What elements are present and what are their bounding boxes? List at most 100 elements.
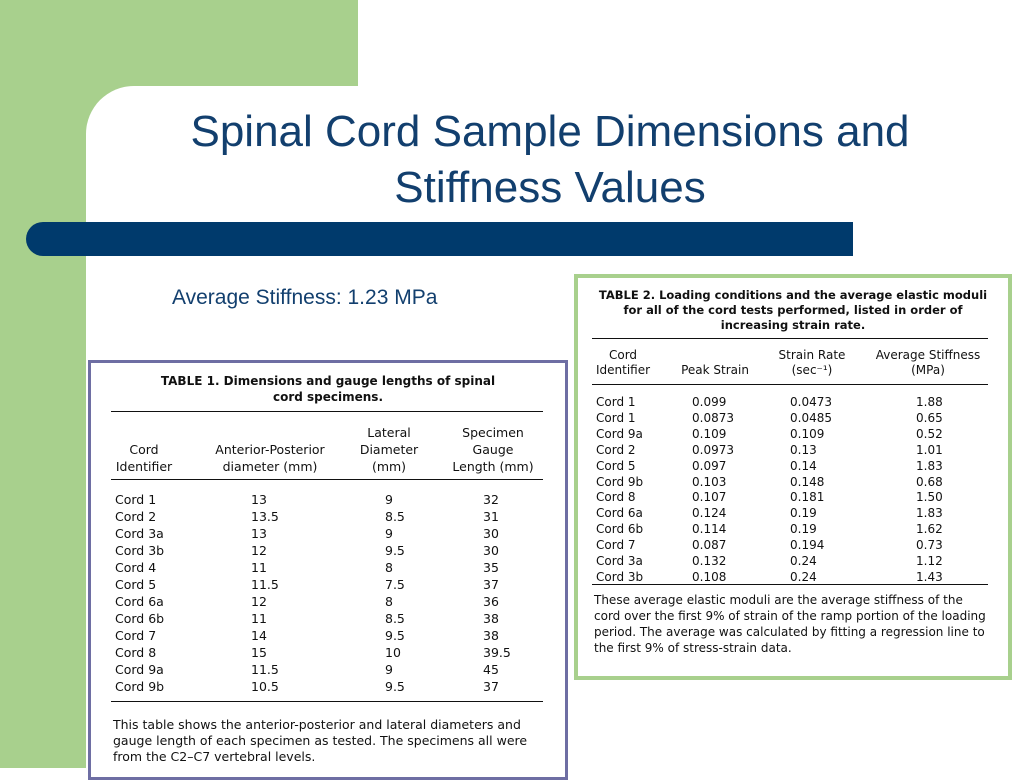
table-2-cell-strain-rate: 0.0473 [790, 395, 832, 409]
table-2-caption-line-3: increasing strain rate. [720, 318, 866, 332]
table-1-cell-gauge-length: 36 [483, 594, 499, 609]
table-2-cell-cord: Cord 9a [596, 426, 643, 441]
table-2-cell-strain-rate: 0.19 [790, 506, 817, 521]
table-2-cell-cord: Cord 5 [596, 458, 636, 473]
table-1-cell-cord: Cord 9a [115, 662, 164, 677]
table-1-cell-gauge-length: 30 [483, 543, 499, 558]
table-2-cell-cord: Cord 6b [596, 522, 644, 537]
table-2-cell-peak-strain: 0.0873 [692, 410, 734, 425]
table-2-cell-strain-rate: 0.14 [790, 458, 817, 473]
table-2-cell-strain-rate: 0.13 [790, 442, 817, 457]
table-1-cell-gauge-length: 45 [483, 662, 499, 677]
table-1-header-cord-line-1: Cord [129, 442, 159, 457]
table-1-cell-ap-diameter: 11.5 [251, 577, 279, 592]
table-1-cell-cord: Cord 3a [115, 526, 164, 541]
table-2-cell-peak-strain: 0.087 [692, 538, 727, 553]
table-2-cell-strain-rate: 0.194 [790, 538, 825, 553]
table-2-cell-average-stiffness: 1.88 [916, 395, 943, 409]
table-1-header-gauge-line-3: Length (mm) [452, 459, 534, 474]
table-1-cell-gauge-length: 38 [483, 628, 499, 643]
table-1-cell-cord: Cord 6b [115, 611, 165, 626]
table-2-cell-peak-strain: 0.114 [692, 522, 727, 537]
table-1-cell-cord: Cord 2 [115, 509, 157, 524]
table-2-header-peak-strain: Peak Strain [670, 348, 760, 378]
table-1-cell-cord: Cord 1 [115, 492, 157, 507]
table-1-cell-ap-diameter: 15 [251, 645, 267, 660]
table-2-figure: TABLE 2. Loading conditions and the aver… [574, 274, 1012, 680]
table-2-footnote: These average elastic moduli are the ave… [594, 593, 986, 655]
slide-title-line-2: Stiffness Values [394, 163, 706, 212]
table-2-cell-peak-strain: 0.124 [692, 506, 727, 521]
table-1-bottom-rule [111, 701, 543, 702]
table-1-header-lat-line-2: Diameter [359, 442, 419, 457]
table-2-header-rate-line-1: Strain Rate [778, 348, 846, 362]
table-2-header-stiff-line-1: Average Stiffness [875, 348, 981, 362]
table-2-cell-average-stiffness: 1.83 [916, 458, 943, 473]
table-1-header-lateral-diameter: Lateral Diameter (mm) [349, 424, 429, 475]
decorative-green-strip [0, 0, 86, 768]
table-1-cell-ap-diameter: 12 [251, 543, 267, 558]
table-1-cell-ap-diameter: 10.5 [251, 679, 279, 694]
table-2-header-peak-line-1 [670, 348, 760, 363]
table-2-cell-cord: Cord 1 [596, 410, 636, 425]
table-1-caption-line-1: TABLE 1. Dimensions and gauge lengths of… [160, 374, 496, 388]
table-1-cell-lateral-diameter: 8.5 [385, 611, 405, 626]
slide-title-line-1: Spinal Cord Sample Dimensions and [190, 107, 910, 156]
table-1-header-cord-line-2: Identifier [115, 459, 173, 474]
table-1-cell-gauge-length: 37 [483, 577, 499, 592]
table-2-cell-peak-strain: 0.099 [692, 395, 727, 409]
table-1-cell-lateral-diameter: 8 [385, 594, 393, 609]
table-2-cell-cord: Cord 9b [596, 474, 644, 489]
table-1-cell-lateral-diameter: 7.5 [385, 577, 405, 592]
table-2-cell-peak-strain: 0.097 [692, 458, 727, 473]
table-1-figure: TABLE 1. Dimensions and gauge lengths of… [88, 360, 568, 780]
table-2-cell-cord: Cord 2 [596, 442, 636, 457]
table-1-cell-ap-diameter: 11 [251, 611, 267, 626]
table-1-header-ap-line-1: Anterior-Posterior [215, 442, 325, 457]
table-1-header-gauge-line-2: Gauge [472, 442, 514, 457]
table-2-cell-average-stiffness: 1.12 [916, 554, 943, 568]
table-1-cell-cord: Cord 4 [115, 560, 157, 575]
table-2-cell-strain-rate: 0.24 [790, 554, 817, 568]
table-2-cell-average-stiffness: 0.73 [916, 538, 943, 553]
table-1-cell-cord: Cord 6a [115, 594, 164, 609]
table-2-header-rate-line-2: (sec⁻¹) [791, 363, 833, 377]
table-2-cell-strain-rate: 0.0485 [790, 410, 832, 425]
table-1-cell-gauge-length: 32 [483, 492, 499, 507]
title-divider-bar [26, 222, 853, 256]
table-1-cell-gauge-length: 35 [483, 560, 499, 575]
table-1-cell-gauge-length: 38 [483, 611, 499, 626]
table-1-cell-gauge-length: 30 [483, 526, 499, 541]
table-2-bottom-rule [592, 584, 988, 585]
table-2-cell-average-stiffness: 1.01 [916, 442, 943, 457]
table-2-cell-cord: Cord 1 [596, 395, 636, 409]
table-2-header-cord-line-2: Identifier [595, 363, 651, 377]
table-2-caption-line-1: TABLE 2. Loading conditions and the aver… [598, 288, 988, 302]
table-2-header-rule [592, 384, 988, 385]
table-2-cell-average-stiffness: 1.83 [916, 506, 943, 521]
table-1-cell-lateral-diameter: 8 [385, 560, 393, 575]
table-2-header-cord: Cord Identifier [588, 348, 658, 378]
table-2-cell-cord: Cord 8 [596, 490, 636, 505]
table-2-cell-peak-strain: 0.107 [692, 490, 727, 505]
table-1-header-lat-line-1: Lateral [367, 425, 411, 440]
table-2-cell-cord: Cord 3b [596, 569, 644, 584]
table-1-cell-lateral-diameter: 8.5 [385, 509, 405, 524]
table-2-header-stiff-line-2: (MPa) [911, 363, 945, 377]
table-1-cell-lateral-diameter: 9.5 [385, 543, 405, 558]
table-1-cell-lateral-diameter: 9 [385, 492, 393, 507]
table-1-cell-ap-diameter: 13.5 [251, 509, 279, 524]
table-1-cell-ap-diameter: 11 [251, 560, 267, 575]
table-1-header-ap-diameter: Anterior-Posterior diameter (mm) [195, 441, 345, 475]
table-1-header-lat-line-3: (mm) [371, 459, 407, 474]
table-2-cell-strain-rate: 0.181 [790, 490, 825, 505]
table-1-cell-ap-diameter: 14 [251, 628, 267, 643]
table-1-cell-gauge-length: 37 [483, 679, 499, 694]
average-stiffness-text: Average Stiffness: 1.23 MPa [172, 286, 438, 309]
table-2-caption-line-2: for all of the cord tests performed, lis… [623, 303, 963, 317]
table-2-header-peak-line-2: Peak Strain [681, 363, 749, 377]
table-2-cell-strain-rate: 0.19 [790, 522, 817, 537]
table-1-cell-lateral-diameter: 9.5 [385, 679, 405, 694]
table-1-cell-ap-diameter: 13 [251, 492, 267, 507]
table-1-cell-lateral-diameter: 10 [385, 645, 401, 660]
